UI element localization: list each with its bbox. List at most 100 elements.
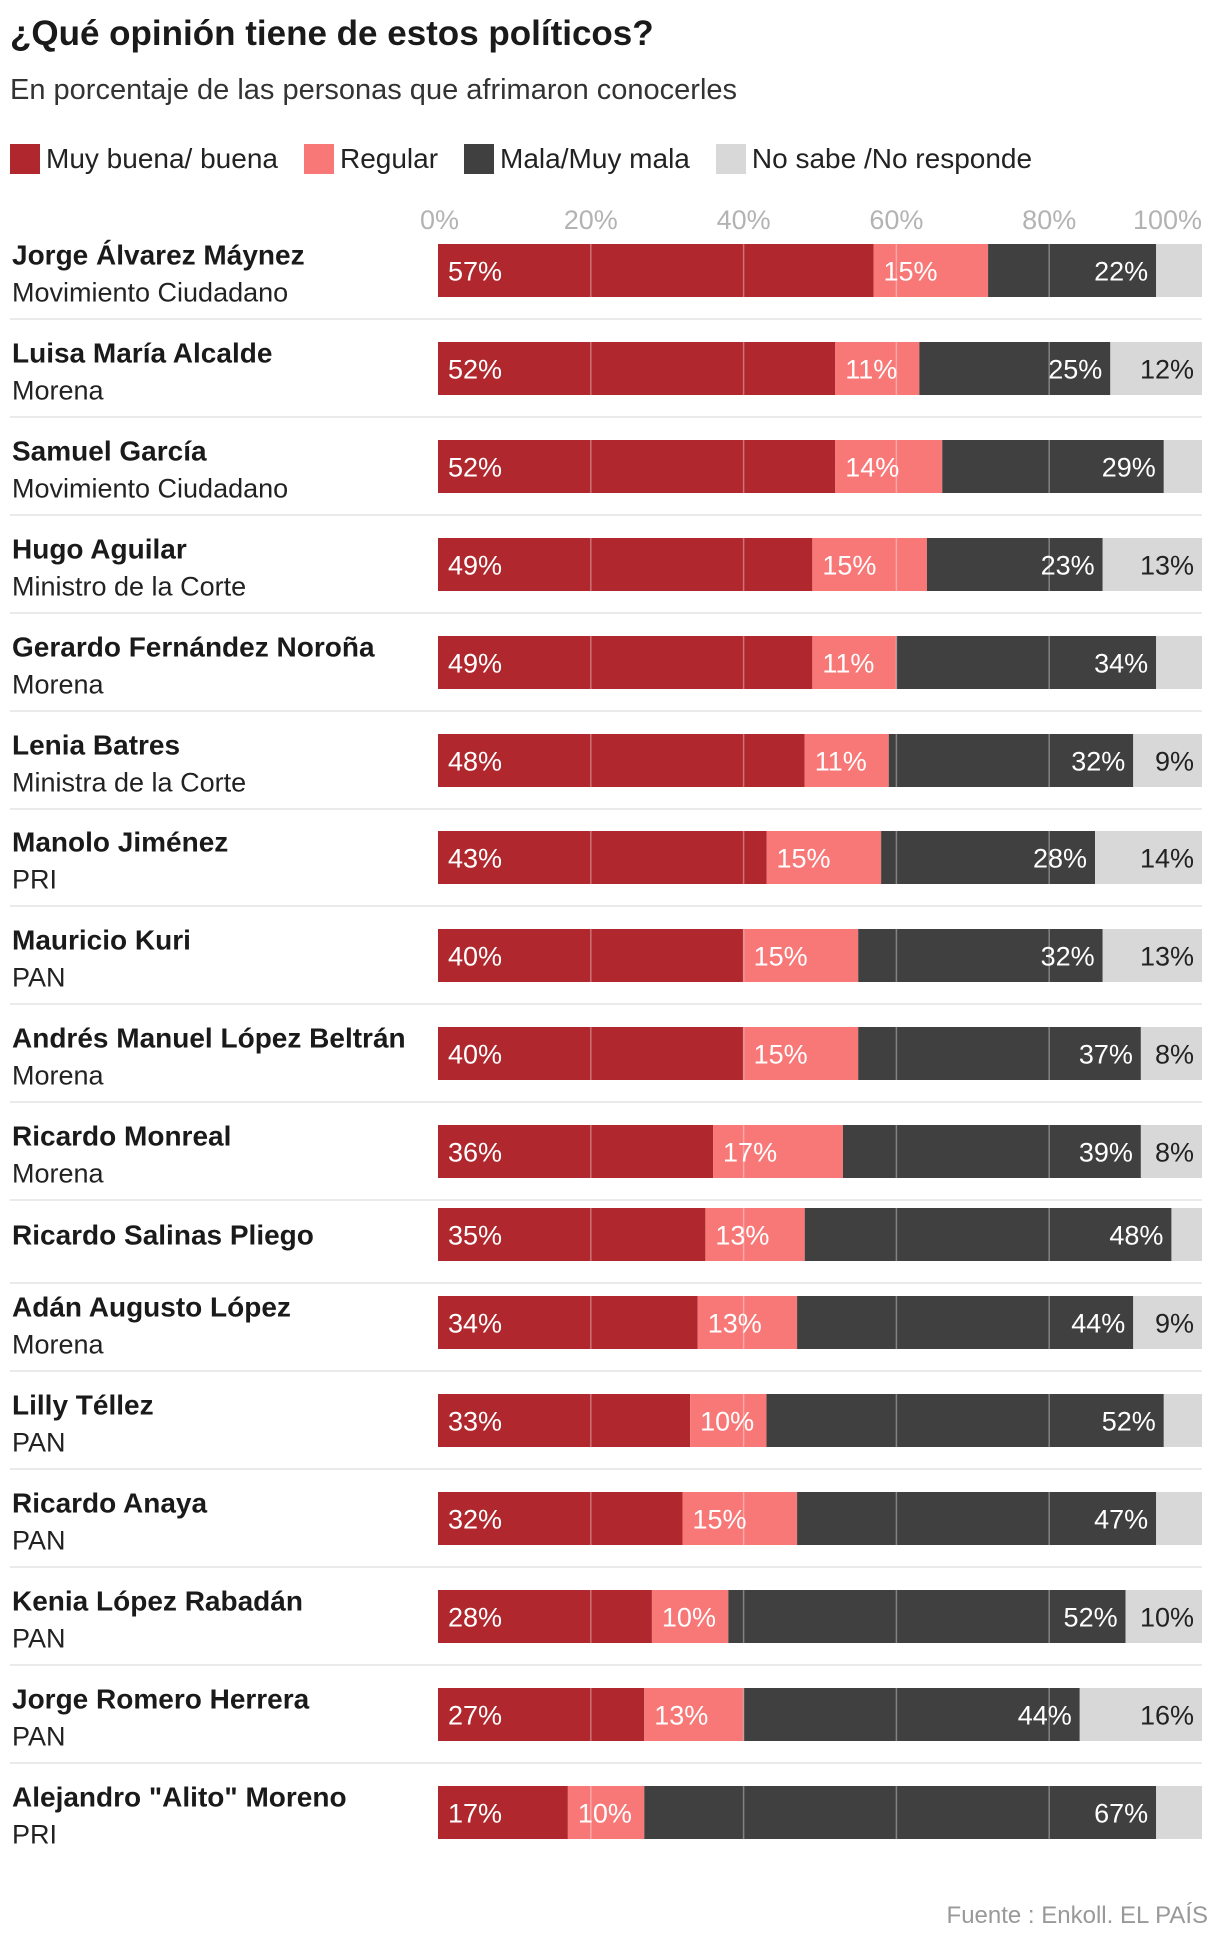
bar-segment <box>438 1786 568 1839</box>
politician-party: Ministra de la Corte <box>12 768 246 798</box>
data-label: 10% <box>662 1603 716 1633</box>
x-tick-label: 60% <box>869 205 923 235</box>
bar-segment <box>1163 1394 1202 1447</box>
data-label: 13% <box>1140 551 1194 581</box>
data-label: 8% <box>1155 1138 1194 1168</box>
bar-segment <box>438 342 836 395</box>
bar-segment <box>438 929 744 982</box>
bar-segment <box>1171 1208 1202 1261</box>
bar-segment <box>1125 1590 1202 1643</box>
bar-segment <box>697 1296 798 1349</box>
data-label: 8% <box>1155 1040 1194 1070</box>
x-tick-label: 40% <box>717 205 771 235</box>
data-label: 14% <box>845 453 899 483</box>
data-label: 37% <box>1079 1040 1133 1070</box>
bar-segment <box>438 538 813 591</box>
bar-segment <box>835 342 920 395</box>
politician-name: Gerardo Fernández Noroña <box>12 632 375 663</box>
chart-legend: Muy buena/ buena Regular Mala/Muy mala N… <box>10 143 1058 175</box>
legend-label-regular: Regular <box>339 143 439 174</box>
data-label: 13% <box>715 1221 769 1251</box>
bar-segment <box>797 1492 1157 1545</box>
legend-item-regular: Regular <box>303 143 439 175</box>
bar-segment <box>888 734 1134 787</box>
legend-label-good: Muy buena/ buena <box>46 143 278 174</box>
data-label: 40% <box>448 1040 502 1070</box>
bar-segment <box>690 1394 767 1447</box>
politician-party: PAN <box>12 1624 66 1654</box>
bar-segment <box>728 1590 1126 1643</box>
data-label: 25% <box>1048 355 1102 385</box>
bar-segment <box>1133 1296 1202 1349</box>
politician-party: Morena <box>12 1159 105 1189</box>
bar-segment <box>766 831 882 884</box>
data-label: 40% <box>448 942 502 972</box>
bar-segment <box>743 1688 1080 1741</box>
data-label: 15% <box>883 257 937 287</box>
data-label: 15% <box>754 1040 808 1070</box>
data-label: 28% <box>1033 844 1087 874</box>
bar-segment <box>438 1296 698 1349</box>
politician-name: Mauricio Kuri <box>12 925 191 956</box>
legend-item-no-answer: No sabe /No responde <box>715 143 1032 175</box>
chart-title: ¿Qué opinión tiene de estos políticos? <box>10 14 654 53</box>
data-label: 52% <box>448 453 502 483</box>
legend-item-good: Muy buena/ buena <box>10 143 278 175</box>
bar-segment <box>1102 538 1202 591</box>
data-label: 10% <box>1140 1603 1194 1633</box>
bar-segment <box>858 929 1103 982</box>
data-label: 48% <box>448 747 502 777</box>
bar-segment <box>438 440 836 493</box>
data-label: 15% <box>754 942 808 972</box>
bar-segment <box>438 1394 691 1447</box>
bar-segment <box>797 1296 1134 1349</box>
bar-segment <box>896 636 1157 689</box>
bar-segment <box>1140 1027 1202 1080</box>
chart-subtitle: En porcentaje de las personas que afrima… <box>10 74 738 106</box>
bar-segment <box>842 1125 1141 1178</box>
bar-segment <box>835 440 943 493</box>
bar-segment <box>1156 1492 1202 1545</box>
bar-segment <box>567 1786 645 1839</box>
data-label: 28% <box>448 1603 502 1633</box>
politician-party: PAN <box>12 963 66 993</box>
data-label: 23% <box>1041 551 1095 581</box>
bar-segment <box>873 244 989 297</box>
bar-segment <box>1156 1786 1202 1839</box>
data-label: 15% <box>777 844 831 874</box>
data-label: 67% <box>1094 1799 1148 1829</box>
bar-segment <box>438 244 874 297</box>
politician-name: Alejandro "Alito" Moreno <box>12 1782 347 1813</box>
bar-segment <box>438 1027 744 1080</box>
bar-segment <box>812 636 897 689</box>
data-label: 9% <box>1155 1309 1194 1339</box>
data-label: 36% <box>448 1138 502 1168</box>
bar-segment <box>743 929 859 982</box>
data-label: 14% <box>1140 844 1194 874</box>
data-label: 33% <box>448 1407 502 1437</box>
data-label: 17% <box>448 1799 502 1829</box>
politician-party: Movimiento Ciudadano <box>12 474 288 504</box>
data-label: 15% <box>692 1505 746 1535</box>
bar-segment <box>1079 1688 1202 1741</box>
bar-segment <box>926 538 1103 591</box>
bar-segment <box>644 1786 1157 1839</box>
politician-name: Jorge Romero Herrera <box>12 1684 310 1715</box>
bar-segment <box>804 734 889 787</box>
legend-label-bad: Mala/Muy mala <box>500 143 690 174</box>
politician-party: Ministro de la Corte <box>12 572 246 602</box>
bar-segment <box>438 636 813 689</box>
bar-segment <box>438 1688 645 1741</box>
politician-party: Morena <box>12 1330 105 1360</box>
data-label: 43% <box>448 844 502 874</box>
bar-segment <box>1095 831 1202 884</box>
data-label: 15% <box>822 551 876 581</box>
politician-name: Jorge Álvarez Máynez <box>12 240 305 271</box>
data-label: 12% <box>1140 355 1194 385</box>
politician-party: PAN <box>12 1428 66 1458</box>
bar-segment <box>881 831 1096 884</box>
bar-segment <box>942 440 1164 493</box>
bar-segment <box>1163 440 1202 493</box>
data-label: 16% <box>1140 1701 1194 1731</box>
source-note: Fuente : Enkoll. EL PAÍS <box>946 1902 1208 1929</box>
